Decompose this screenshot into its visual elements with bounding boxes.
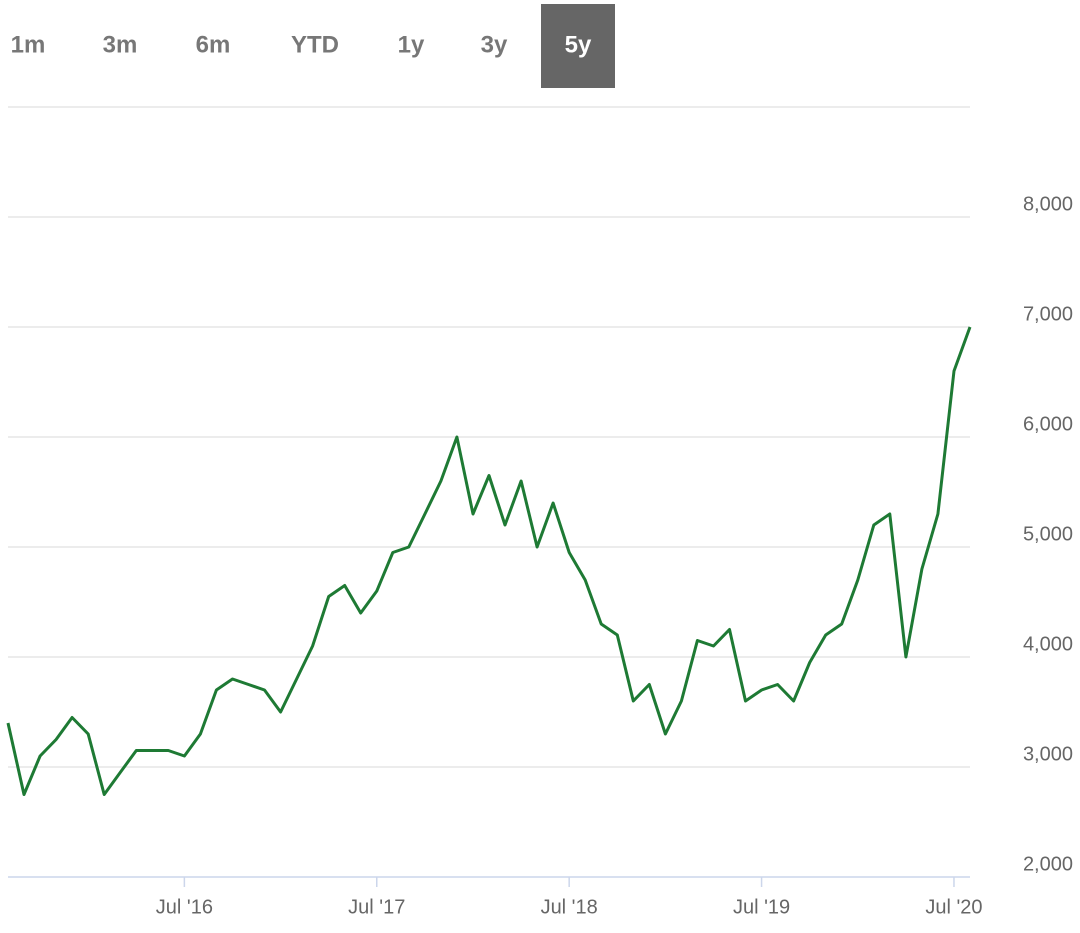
range-button[interactable]: YTD bbox=[291, 31, 339, 58]
y-tick-label: 6,000 bbox=[1023, 413, 1073, 435]
x-tick-label: Jul '18 bbox=[541, 896, 598, 918]
x-tick-label: Jul '19 bbox=[733, 896, 790, 918]
range-button[interactable]: 1m bbox=[11, 31, 46, 58]
range-button[interactable]: 3m bbox=[103, 31, 138, 58]
y-tick-label: 7,000 bbox=[1023, 303, 1073, 325]
range-button[interactable]: 1y bbox=[398, 31, 425, 58]
y-tick-label: 2,000 bbox=[1023, 853, 1073, 875]
y-tick-label: 4,000 bbox=[1023, 633, 1073, 655]
x-tick-label: Jul '17 bbox=[348, 896, 405, 918]
range-button-bg[interactable] bbox=[541, 4, 615, 88]
y-tick-label: 8,000 bbox=[1023, 193, 1073, 215]
price-line bbox=[6, 326, 972, 796]
x-tick-label: Jul '20 bbox=[925, 896, 982, 918]
range-button[interactable]: 6m bbox=[196, 31, 231, 58]
range-button[interactable]: 5y bbox=[565, 31, 592, 58]
y-tick-label: 5,000 bbox=[1023, 523, 1073, 545]
x-tick-label: Jul '16 bbox=[156, 896, 213, 918]
y-tick-label: 3,000 bbox=[1023, 743, 1073, 765]
range-button[interactable]: 3y bbox=[481, 31, 508, 58]
